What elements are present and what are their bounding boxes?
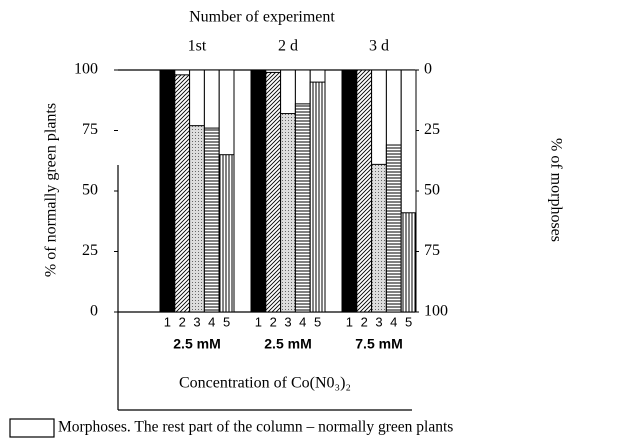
y2-tick-label: 0 — [424, 61, 432, 78]
series-label: 2 — [361, 314, 368, 329]
series-label: 5 — [405, 314, 412, 329]
legend-swatch — [9, 418, 55, 438]
bar — [174, 74, 191, 313]
bar — [265, 71, 282, 313]
series-label: 3 — [284, 314, 291, 329]
series-label: 5 — [314, 314, 321, 329]
x-group-label: 3 d — [369, 38, 389, 55]
concentration-label: 2.5 mM — [173, 336, 220, 352]
y-tick-label: 100 — [74, 61, 98, 78]
y2-tick-label: 50 — [424, 182, 440, 199]
y-tick-label: 50 — [82, 182, 98, 199]
y2-axis-label: % of morphoses — [547, 138, 564, 242]
y2-tick-label: 100 — [424, 303, 448, 320]
bar — [159, 69, 176, 313]
series-label: 4 — [299, 314, 306, 329]
y-axis-label: % of normally green plants — [43, 103, 60, 277]
series-label: 2 — [270, 314, 277, 329]
bar — [385, 144, 402, 313]
concentration-label: 2.5 mM — [264, 336, 311, 352]
series-label: 4 — [208, 314, 215, 329]
series-label: 1 — [164, 314, 171, 329]
bar — [400, 212, 417, 313]
bar — [309, 81, 326, 313]
chart-title: Number of experiment — [189, 9, 335, 26]
concentration-label: 7.5 mM — [355, 336, 402, 352]
series-label: 3 — [193, 314, 200, 329]
bar — [294, 103, 311, 313]
y-tick-label: 25 — [82, 242, 98, 259]
y-tick-label: 0 — [90, 303, 98, 320]
legend-text: Morphoses. The rest part of the column –… — [58, 419, 453, 436]
series-label: 3 — [375, 314, 382, 329]
series-label: 1 — [255, 314, 262, 329]
y2-tick-label: 25 — [424, 121, 440, 138]
bar — [341, 69, 358, 313]
series-label: 2 — [179, 314, 186, 329]
bar — [280, 113, 296, 313]
bar — [218, 154, 235, 313]
series-label: 5 — [223, 314, 230, 329]
bar — [371, 163, 387, 313]
bar — [250, 69, 267, 313]
x-group-label: 2 d — [278, 38, 298, 55]
x-group-label: 1st — [188, 38, 207, 55]
bar — [203, 127, 220, 313]
bar — [356, 69, 373, 313]
x-axis-label: Concentration of Co(N0₃)₂ — [179, 375, 351, 392]
y2-tick-label: 75 — [424, 242, 440, 259]
series-label: 4 — [390, 314, 397, 329]
series-label: 1 — [346, 314, 353, 329]
bar — [189, 125, 205, 313]
y-tick-label: 75 — [82, 121, 98, 138]
